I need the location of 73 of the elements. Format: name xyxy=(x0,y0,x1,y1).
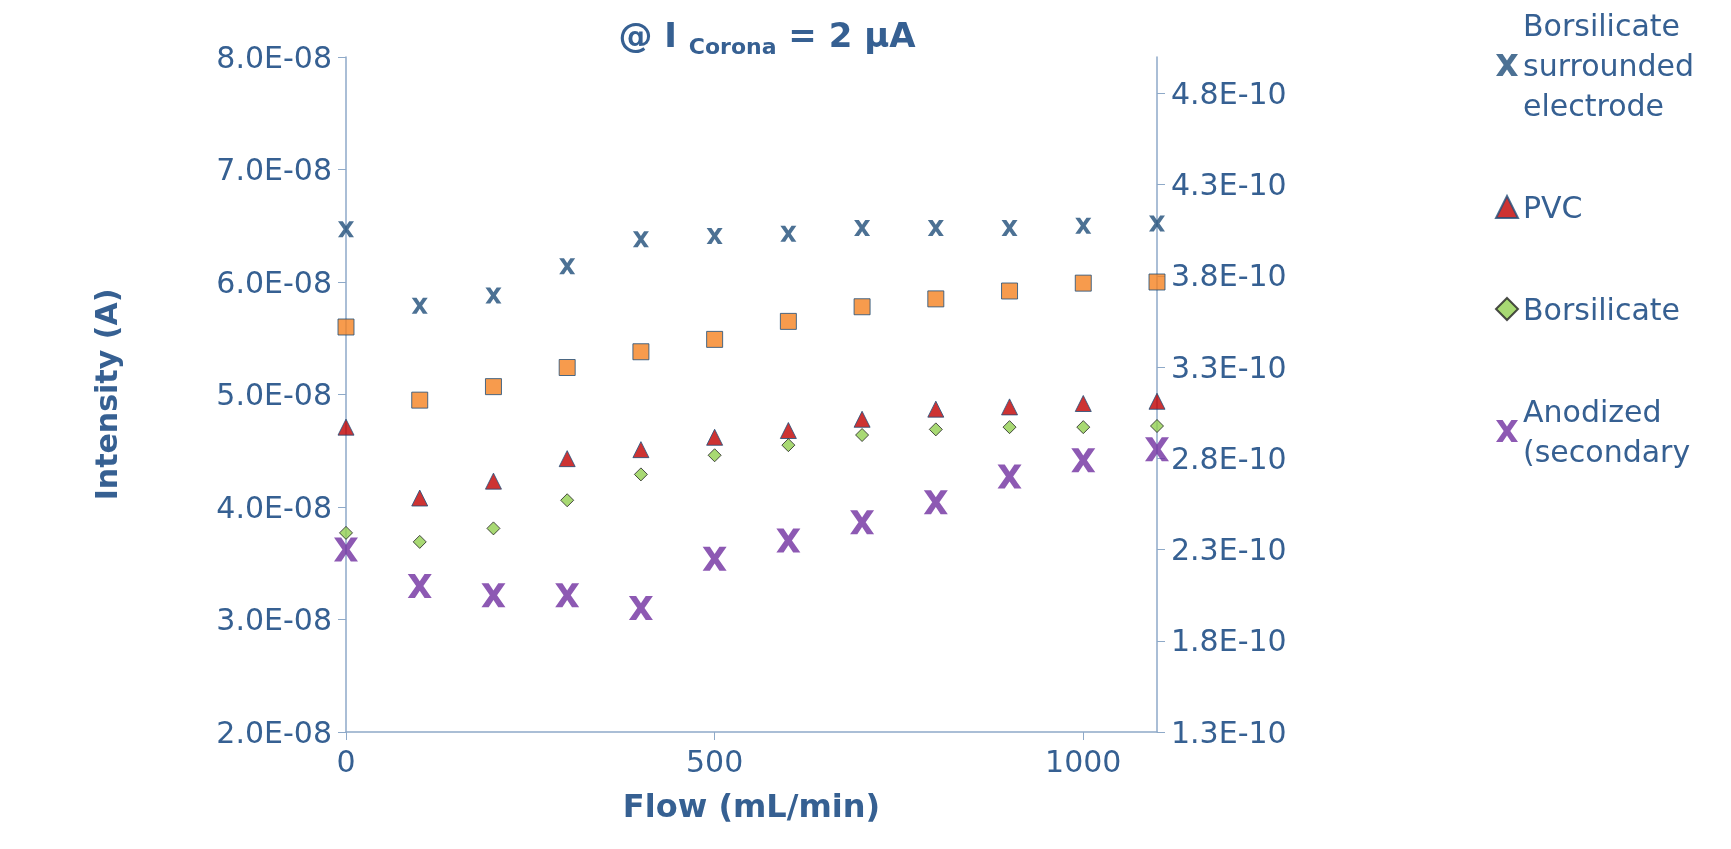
point xyxy=(1148,273,1166,291)
point xyxy=(1002,420,1017,435)
point xyxy=(411,489,429,507)
y-tick-label: 4.0E-08 xyxy=(216,489,332,525)
y-axis-title: Intensity (A) xyxy=(88,288,124,501)
point xyxy=(484,472,502,490)
point xyxy=(707,448,722,463)
point xyxy=(633,467,648,482)
point xyxy=(1001,220,1018,236)
y2-tick-label: 2.8E-10 xyxy=(1171,440,1287,476)
point xyxy=(632,343,650,361)
point xyxy=(485,287,502,304)
point xyxy=(412,534,427,549)
point xyxy=(337,318,355,336)
y2-tick-label: 3.8E-10 xyxy=(1171,258,1287,294)
point xyxy=(486,521,501,536)
y-tick-label: 6.0E-08 xyxy=(216,264,332,300)
point xyxy=(927,220,944,236)
y2-tick-label: 4.3E-10 xyxy=(1171,167,1287,203)
x-axis-title: Flow (mL/min) xyxy=(622,787,881,825)
point xyxy=(1150,419,1164,433)
y2-tick-label: 3.3E-10 xyxy=(1171,349,1287,385)
point xyxy=(1149,215,1165,232)
point xyxy=(706,330,724,348)
y2-tick-label: 1.8E-10 xyxy=(1171,623,1287,659)
point xyxy=(1076,420,1091,435)
point xyxy=(1001,282,1019,300)
y-tick-label: 7.0E-08 xyxy=(216,152,332,187)
point xyxy=(411,391,429,409)
x-tick-label: 0 xyxy=(336,743,356,779)
point xyxy=(339,525,353,540)
y2-tick-label: 4.8E-10 xyxy=(1171,75,1287,111)
x-tick-label: 1000 xyxy=(1045,743,1122,779)
point xyxy=(558,359,576,376)
legend-label: Anodized (secondary xyxy=(1523,393,1691,469)
point xyxy=(706,227,723,244)
point xyxy=(411,297,428,314)
point xyxy=(1074,274,1092,292)
x-tick-label: 500 xyxy=(686,743,744,779)
point xyxy=(853,410,871,428)
point xyxy=(337,418,355,436)
chart-title: @ I Corona = 2 µA xyxy=(618,15,917,59)
point xyxy=(927,400,945,418)
point xyxy=(632,231,649,248)
point xyxy=(854,220,871,236)
y-tick-label: 2.0E-08 xyxy=(216,714,332,750)
point xyxy=(853,298,871,316)
point xyxy=(706,428,724,446)
point xyxy=(1148,392,1166,410)
legend-label: Borsilicate surrounded electrode xyxy=(1523,7,1695,123)
point xyxy=(632,441,650,459)
y-tick-label: 8.0E-08 xyxy=(216,39,332,75)
y2-tick-label: 1.3E-10 xyxy=(1171,714,1287,750)
point xyxy=(560,493,575,508)
point xyxy=(559,258,576,275)
point xyxy=(1074,395,1092,412)
y-tick-label: 5.0E-08 xyxy=(216,377,332,412)
legend-label: PVC xyxy=(1523,189,1583,225)
point xyxy=(781,438,796,453)
point xyxy=(484,378,502,396)
point xyxy=(779,312,797,330)
point xyxy=(855,428,870,442)
point xyxy=(780,225,797,242)
point xyxy=(338,221,354,238)
point xyxy=(558,450,576,468)
y-tick-label: 3.0E-08 xyxy=(216,602,332,637)
point xyxy=(927,290,945,308)
point xyxy=(928,422,943,437)
point xyxy=(1001,398,1019,416)
point xyxy=(779,422,797,439)
y2-tick-label: 2.3E-10 xyxy=(1171,532,1287,568)
point xyxy=(1075,217,1092,234)
legend-label: Borsilicate xyxy=(1523,291,1681,327)
